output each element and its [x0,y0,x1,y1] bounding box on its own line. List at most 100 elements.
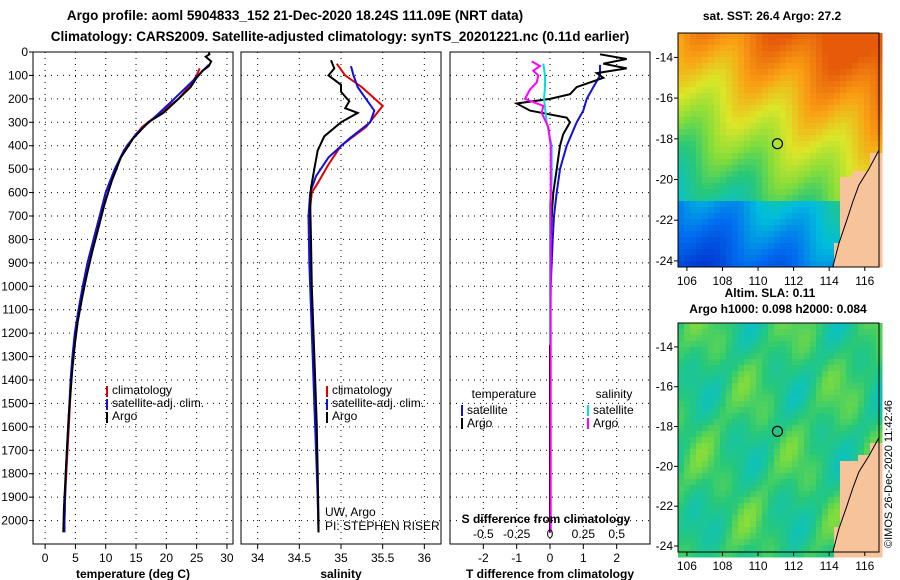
map-cell [684,213,691,220]
map-cell [732,473,739,480]
plot-frame [32,51,234,545]
map-cell [804,335,811,342]
map-cell [828,45,835,52]
map-cell [840,461,847,468]
map-cell [852,87,859,94]
map-cell [696,45,703,52]
map-cell [792,183,799,190]
map-cell [774,365,781,372]
map-cell [792,255,799,262]
map-cell [798,467,805,474]
map-cell [762,57,769,64]
map-cell [702,503,709,510]
map-cell [870,509,877,516]
map-cell [690,371,697,378]
map-cell [750,545,757,552]
map-cell [786,431,793,438]
map-cell [732,341,739,348]
map-cell [684,335,691,342]
map-cell [750,33,757,40]
map-cell [828,141,835,148]
map-cell [714,371,721,378]
map-cell [678,147,685,154]
map-cell [798,509,805,516]
map-cell [750,515,757,522]
map-cell [750,419,757,426]
map-cell [816,159,823,166]
map-cell [822,213,829,220]
map-cell [870,413,877,420]
map-cell [864,443,871,450]
map-cell [822,461,829,468]
map-cell [846,135,853,142]
map-cell [684,359,691,366]
map-cell [768,533,775,540]
map-cell [858,377,865,384]
map-cell [846,231,853,238]
map-cell [678,45,685,52]
map-cell [786,213,793,220]
map-cell [810,545,817,552]
map-cell [756,491,763,498]
map-cell [756,335,763,342]
map-cell [684,371,691,378]
map-cell [732,335,739,342]
y-tick-label: 1500 [1,396,28,410]
map-cell [708,329,715,336]
map-cell [678,237,685,244]
map-cell [852,515,859,522]
map-cell [756,135,763,142]
map-cell [732,395,739,402]
map-cell [732,219,739,226]
map-cell [726,353,733,360]
map-cell [852,45,859,52]
map-cell [864,401,871,408]
map-cell [792,219,799,226]
map-cell [864,419,871,426]
x-tick-label: 36 [418,551,432,565]
map-cell [852,201,859,208]
map-cell [864,503,871,510]
map-cell [846,533,853,540]
map-cell [738,527,745,534]
map-cell [774,431,781,438]
map-cell [762,461,769,468]
map-cell [786,419,793,426]
map-cell [798,237,805,244]
map-cell [750,425,757,432]
map-cell [804,93,811,100]
map-cell [858,545,865,552]
map-cell [732,527,739,534]
map-cell [810,147,817,154]
map-cell [846,437,853,444]
map-cell [810,371,817,378]
map-cell [696,165,703,172]
map-cell [846,485,853,492]
map-cell [690,63,697,70]
map-cell [780,383,787,390]
map-cell [720,401,727,408]
map-cell [774,165,781,172]
map-cell [840,383,847,390]
map-cell [828,509,835,516]
map-cell [702,213,709,220]
map-cell [822,371,829,378]
map-cell [720,371,727,378]
map-cell [804,527,811,534]
map-cell [798,75,805,82]
map-cell [852,195,859,202]
map-cell [690,153,697,160]
map-cell [816,45,823,52]
map-cell [756,51,763,58]
map-cell [738,195,745,202]
map-cell [768,99,775,106]
map-cell [708,413,715,420]
map-cell [690,117,697,124]
map-cell [852,443,859,450]
map-cell [684,395,691,402]
map-cell [708,419,715,426]
map-cell [840,407,847,414]
map-cell [828,545,835,552]
map-cell [852,81,859,88]
map-cell [780,431,787,438]
